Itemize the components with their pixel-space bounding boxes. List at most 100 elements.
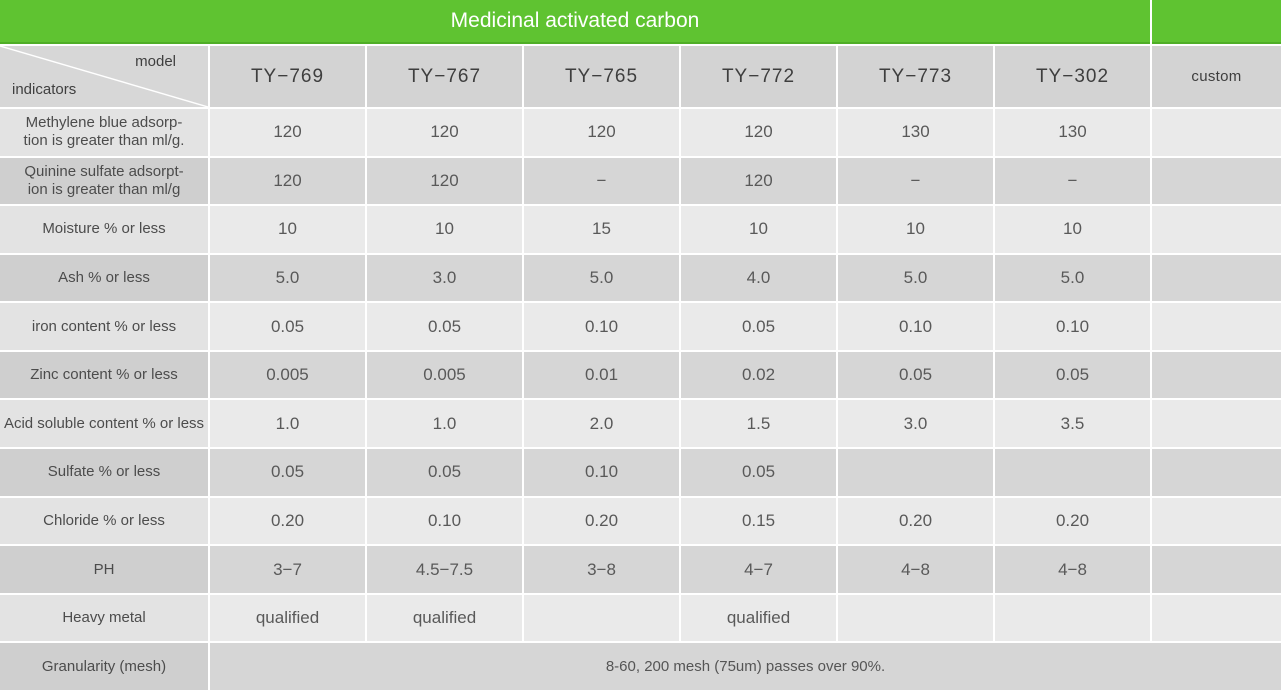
value-cell-r8-c5 [838,449,993,496]
value-cell-r3-c2: 10 [367,206,522,253]
value-cell-r5-c4: 0.05 [681,303,836,350]
row-label-9: Chloride % or less [0,497,208,545]
value-cell-r2-c3: − [524,157,679,205]
value-cell-r11-c6 [995,594,1150,642]
value-cell-r3-c7 [1152,206,1281,253]
value-cell-r2-c5: − [838,157,993,205]
value-cell-r5-c7 [1152,303,1281,350]
value-cell-r1-c7 [1152,109,1281,156]
value-cell-r7-c7 [1152,400,1281,448]
value-cell-r7-c4: 1.5 [681,400,836,448]
value-cell-r11-c7 [1152,594,1281,642]
value-cell-r2-c1: 120 [210,157,365,205]
value-cell-r3-c6: 10 [995,206,1150,253]
value-cell-r9-c7 [1152,497,1281,545]
value-cell-r10-c1: 3−7 [210,546,365,593]
value-cell-r7-c1: 1.0 [210,400,365,448]
row-label-4: Ash % or less [0,254,208,302]
row-label-10: PH [0,546,208,593]
value-cell-r10-c6: 4−8 [995,546,1150,593]
value-cell-r6-c2: 0.005 [367,351,522,399]
value-cell-r5-c6: 0.10 [995,303,1150,350]
value-cell-r4-c7 [1152,254,1281,302]
value-cell-r10-c2: 4.5−7.5 [367,546,522,593]
value-cell-r4-c1: 5.0 [210,254,365,302]
value-cell-r11-c2: qualified [367,594,522,642]
value-cell-r7-c3: 2.0 [524,400,679,448]
value-cell-r11-c5 [838,594,993,642]
value-cell-r2-c4: 120 [681,157,836,205]
row-label-8: Sulfate % or less [0,449,208,496]
value-cell-r9-c4: 0.15 [681,497,836,545]
row-label-1: Methylene blue adsorp-tion is greater th… [0,109,208,156]
value-cell-r2-c7 [1152,157,1281,205]
page-title: Medicinal activated carbon [450,9,700,32]
value-cell-r4-c5: 5.0 [838,254,993,302]
value-cell-r9-c5: 0.20 [838,497,993,545]
value-cell-r3-c4: 10 [681,206,836,253]
value-cell-r10-c4: 4−7 [681,546,836,593]
value-cell-r9-c2: 0.10 [367,497,522,545]
value-cell-r5-c5: 0.10 [838,303,993,350]
row-label-6: Zinc content % or less [0,351,208,399]
value-cell-r3-c1: 10 [210,206,365,253]
value-cell-r11-c4: qualified [681,594,836,642]
column-header-ty-767: TY−767 [367,46,522,107]
value-cell-r4-c3: 5.0 [524,254,679,302]
row-label-2: Quinine sulfate adsorpt-ion is greater t… [0,157,208,205]
row-label-12: Granularity (mesh) [0,643,208,690]
value-cell-r10-c3: 3−8 [524,546,679,593]
value-cell-r2-c2: 120 [367,157,522,205]
value-cell-r4-c4: 4.0 [681,254,836,302]
value-cell-r6-c5: 0.05 [838,351,993,399]
row-label-11: Heavy metal [0,594,208,642]
corner-cell: model indicators [0,46,208,107]
row-label-7: Acid soluble content % or less [0,400,208,448]
value-cell-r4-c2: 3.0 [367,254,522,302]
value-cell-r1-c4: 120 [681,109,836,156]
value-cell-r1-c5: 130 [838,109,993,156]
value-cell-r7-c6: 3.5 [995,400,1150,448]
column-header-ty-773: TY−773 [838,46,993,107]
value-cell-r8-c7 [1152,449,1281,496]
row-label-3: Moisture % or less [0,206,208,253]
column-header-custom: custom [1152,46,1281,107]
value-cell-r11-c1: qualified [210,594,365,642]
value-cell-r10-c5: 4−8 [838,546,993,593]
value-cell-r8-c1: 0.05 [210,449,365,496]
value-cell-r5-c1: 0.05 [210,303,365,350]
column-header-ty-772: TY−772 [681,46,836,107]
value-cell-r7-c5: 3.0 [838,400,993,448]
value-cell-r8-c6 [995,449,1150,496]
value-cell-r6-c1: 0.005 [210,351,365,399]
value-cell-r9-c6: 0.20 [995,497,1150,545]
value-cell-r7-c2: 1.0 [367,400,522,448]
value-cell-r2-c6: − [995,157,1150,205]
value-cell-r3-c3: 15 [524,206,679,253]
table-title-bar-right [1152,0,1281,44]
value-cell-r11-c3 [524,594,679,642]
diagonal-divider-line [0,46,208,107]
value-cell-r1-c2: 120 [367,109,522,156]
corner-indicators-label: indicators [12,81,77,98]
table-title-bar: Medicinal activated carbon [0,0,1150,44]
value-cell-r8-c2: 0.05 [367,449,522,496]
row-label-5: iron content % or less [0,303,208,350]
value-cell-r5-c2: 0.05 [367,303,522,350]
value-cell-r9-c3: 0.20 [524,497,679,545]
value-cell-r8-c4: 0.05 [681,449,836,496]
value-cell-r6-c4: 0.02 [681,351,836,399]
corner-model-label: model [135,53,176,70]
value-cell-r8-c3: 0.10 [524,449,679,496]
value-cell-r3-c5: 10 [838,206,993,253]
column-header-ty-769: TY−769 [210,46,365,107]
merged-value-cell: 8-60, 200 mesh (75um) passes over 90%. [210,643,1281,690]
value-cell-r6-c6: 0.05 [995,351,1150,399]
value-cell-r10-c7 [1152,546,1281,593]
value-cell-r5-c3: 0.10 [524,303,679,350]
value-cell-r6-c3: 0.01 [524,351,679,399]
column-header-ty-765: TY−765 [524,46,679,107]
column-header-ty-302: TY−302 [995,46,1150,107]
value-cell-r1-c1: 120 [210,109,365,156]
